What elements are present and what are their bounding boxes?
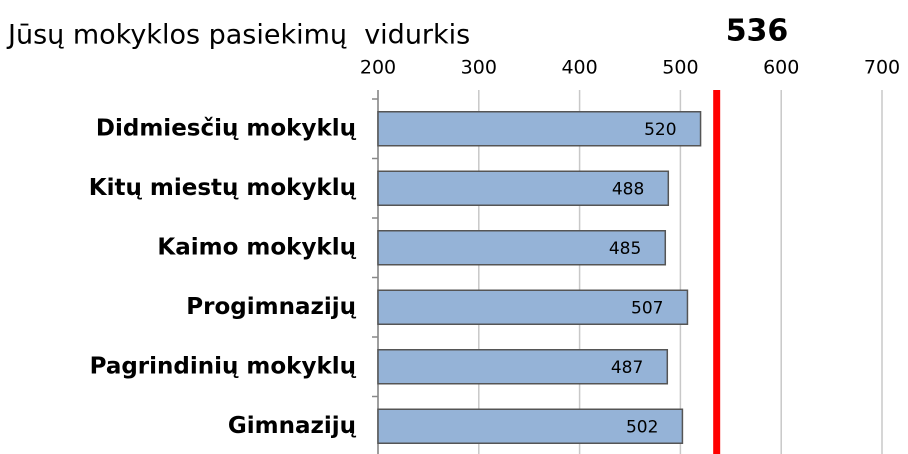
category-label: Pagrindinių mokyklų: [90, 353, 357, 379]
x-tick-label: 200: [360, 57, 396, 79]
category-label: Kitų miestų mokyklų: [89, 175, 357, 201]
value-label: 520: [644, 120, 676, 140]
value-label: 507: [631, 298, 663, 318]
category-label: Didmiesčių mokyklų: [96, 115, 357, 141]
bar: [377, 289, 689, 325]
x-tick-label: 300: [461, 57, 497, 79]
reference-value-label: 536: [726, 14, 789, 49]
value-label: 485: [609, 239, 641, 259]
x-tick-label: 700: [864, 57, 900, 79]
category-label: Kaimo mokyklų: [157, 234, 356, 260]
chart-title: Jūsų mokyklos pasiekimų vidurkis: [6, 20, 470, 51]
category-label: Gimnazijų: [228, 413, 357, 439]
category-label: Progimnazijų: [186, 294, 356, 320]
x-tick-label: 400: [561, 57, 597, 79]
value-label: 502: [626, 417, 658, 437]
bar: [377, 408, 684, 444]
bar: [377, 111, 702, 147]
bar: [377, 170, 670, 206]
value-label: 487: [611, 358, 643, 378]
value-label: 488: [612, 179, 644, 199]
x-tick-label: 500: [662, 57, 698, 79]
bar: [377, 349, 669, 385]
bar: [377, 230, 667, 266]
x-tick-label: 600: [763, 57, 799, 79]
